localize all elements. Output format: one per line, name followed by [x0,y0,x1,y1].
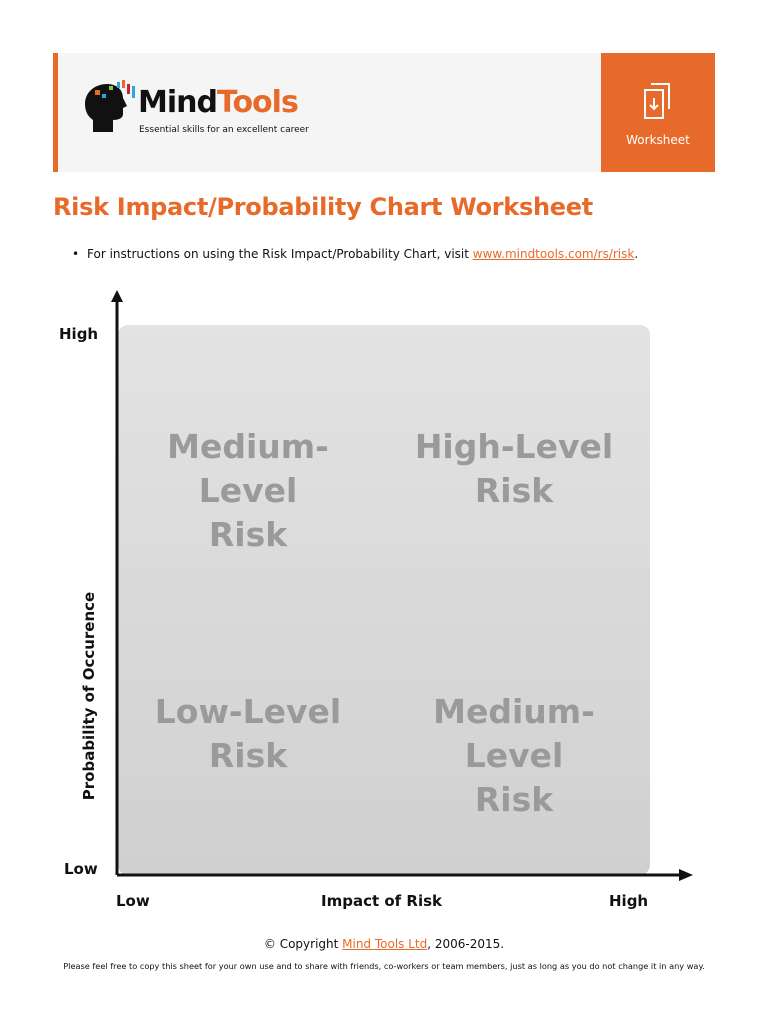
page-title: Risk Impact/Probability Chart Worksheet [53,193,593,221]
x-tick-high: High [609,892,649,910]
quadrant-label-line: Medium-Level [167,427,329,510]
quadrant-top-right: High-Level Risk [384,425,644,513]
head-logo-icon [85,80,135,132]
quadrant-top-left: Medium-Level Risk [118,425,378,557]
quadrant-label-line: Risk [474,471,554,510]
quadrant-label-line: Risk [208,736,288,775]
x-axis-title: Impact of Risk [321,892,443,910]
badge-label: Worksheet [626,133,690,147]
brand-tools: Tools [216,85,299,120]
document-download-icon [644,83,670,119]
quadrant-label-line: High-Level [414,427,614,466]
mindtools-logo[interactable]: MindTools Essential skills for an excell… [83,80,313,140]
copyright-link[interactable]: Mind Tools Ltd [342,937,428,951]
quadrant-bottom-right: Medium-Level Risk [384,690,644,822]
copyright-line: © Copyright Mind Tools Ltd, 2006-2015. [0,937,768,951]
copyright-prefix: © Copyright [263,937,343,951]
x-axis-arrow [679,869,693,881]
quadrant-label-line: Medium-Level [433,692,595,775]
brand-tagline: Essential skills for an excellent career [139,125,309,135]
quadrant-label-line: Low-Level [154,692,342,731]
quadrant-label-line: Risk [208,515,288,554]
chart-canvas [111,290,693,881]
copyright-suffix: , 2006-2015. [427,937,505,951]
instruction-line: • For instructions on using the Risk Impa… [72,247,638,261]
instruction-end: . [634,247,639,261]
y-axis-title: Probability of Occurence [80,591,98,801]
instruction-text: For instructions on using the Risk Impac… [87,247,473,261]
instruction-link[interactable]: www.mindtools.com/rs/risk [472,247,635,261]
y-tick-low: Low [64,860,98,878]
y-axis-arrow [111,290,123,302]
header-accent-bar [53,53,58,172]
worksheet-badge: Worksheet [601,53,715,172]
quadrant-bottom-left: Low-Level Risk [118,690,378,778]
chart-plot-area [118,325,650,875]
brand-name: MindTools [138,85,299,120]
disclaimer-text: Please feel free to copy this sheet for … [63,961,705,971]
x-tick-low: Low [116,892,150,910]
brand-mind: Mind [138,85,218,120]
risk-chart: High Low Low High Impact of Risk Probabi… [53,280,708,930]
y-tick-high: High [59,325,99,343]
bullet-marker: • [72,247,80,261]
quadrant-label-line: Risk [474,780,554,819]
header-banner: MindTools Essential skills for an excell… [53,53,715,172]
